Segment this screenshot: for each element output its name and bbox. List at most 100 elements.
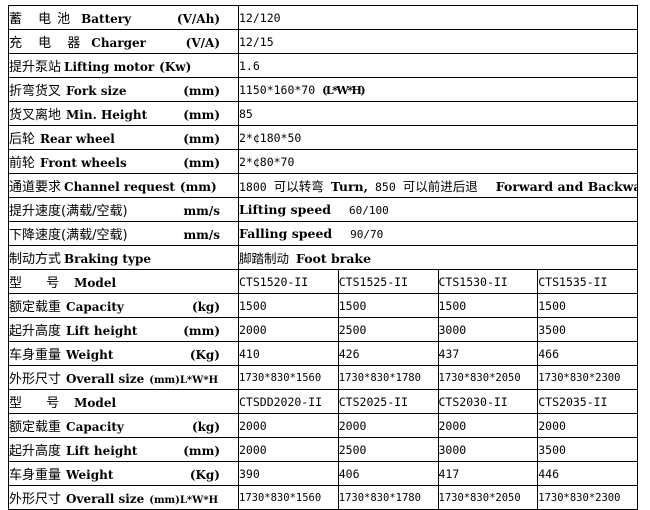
table-row: 货叉离地 Min. Height (mm) 85 xyxy=(8,101,638,126)
table-row: 额定载重 Capacity (kg) 1500 1500 1500 1500 xyxy=(8,293,638,318)
lifting-speed-label: Lifting speed xyxy=(239,202,332,217)
table-row: 提升速度(满载/空载) mm/s Lifting speed 60/100 xyxy=(8,197,638,222)
row-value-fork-size: 1150*160*70 (L*W*H) xyxy=(238,77,638,102)
label-en: Fork size xyxy=(66,84,127,98)
label-en: Overall size xyxy=(66,492,145,506)
row-label-fork-size: 折弯货叉 Fork size (mm) xyxy=(8,77,239,102)
label-unit: (Kg) xyxy=(189,348,220,362)
channel-num-2: 850 xyxy=(375,180,396,194)
table-row: 车身重量 Weight (Kg) 410 426 437 466 xyxy=(8,341,638,366)
lift-height-cell: 3500 xyxy=(537,437,638,462)
label-cn: 外形尺寸 xyxy=(9,372,62,387)
table-row: 提升泵站 Lifting motor (Kw) 1.6 xyxy=(8,53,638,78)
label-unit: (mm) xyxy=(183,132,220,146)
channel-num-1: 1800 xyxy=(239,180,267,194)
table-row: 前轮 Front wheels (mm) 2*¢80*70 xyxy=(8,149,638,174)
label-cn: 下降速度(满载/空载) xyxy=(9,228,128,243)
model-cell: CTS2025-II xyxy=(337,389,439,414)
lift-height-cell: 2500 xyxy=(337,437,439,462)
table-row: 后轮 Rear wheel (mm) 2*¢180*50 xyxy=(8,125,638,150)
overall-size-cell: 1730*830*1780 xyxy=(337,485,439,510)
channel-en-2: Forward and Backward xyxy=(495,179,637,194)
label-cn: 车身重量 xyxy=(9,468,62,483)
label-cn: 额定载重 xyxy=(9,420,62,435)
label-cn: 折弯货叉 xyxy=(9,84,62,99)
label-en: Capacity xyxy=(66,300,124,314)
label-en: Model xyxy=(74,276,117,290)
capacity-cell: 2000 xyxy=(437,413,539,438)
label-unit: (kg) xyxy=(191,300,220,314)
table-row: 下降速度(满载/空载) mm/s Falling speed 90/70 xyxy=(8,221,638,246)
row-label-rear-wheel: 后轮 Rear wheel (mm) xyxy=(8,125,239,150)
label-en: Braking type xyxy=(64,252,151,266)
row-label-lifting-speed: 提升速度(满载/空载) mm/s xyxy=(8,197,239,222)
label-en: Min. Height xyxy=(66,108,148,122)
table-row: 外形尺寸 Overall size (mm)L*W*H 1730*830*156… xyxy=(8,485,638,510)
weight-cell: 417 xyxy=(437,461,539,486)
fork-size-value: 1150*160*70 xyxy=(239,82,316,97)
overall-size-cell: 1730*830*2300 xyxy=(537,485,638,510)
label-cn: 额定载重 xyxy=(9,300,62,315)
label-unit: (mm) xyxy=(183,444,220,458)
label-cn: 提升速度(满载/空载) xyxy=(9,204,128,219)
table-row: 型 号 Model CTS1520-II CTS1525-II CTS1530-… xyxy=(8,269,638,294)
row-label-channel-request: 通道要求 Channel request (mm) xyxy=(8,173,239,198)
label-cn: 蓄 电池 xyxy=(9,12,77,27)
label-cn: 外形尺寸 xyxy=(9,492,62,507)
label-unit: (V/A) xyxy=(185,36,220,50)
weight-cell: 446 xyxy=(537,461,638,486)
row-value-falling-speed: Falling speed 90/70 xyxy=(238,221,638,246)
label-cn: 型 号 xyxy=(9,276,70,291)
model-cell: CTS1520-II xyxy=(238,269,339,294)
row-label-model-1: 型 号 Model xyxy=(8,269,239,294)
capacity-cell: 1500 xyxy=(238,293,339,318)
label-en: Front wheels xyxy=(40,156,127,170)
falling-speed-value: 90/70 xyxy=(350,228,384,241)
row-label-min-height: 货叉离地 Min. Height (mm) xyxy=(8,101,239,126)
model-cell: CTSDD2020-II xyxy=(238,389,339,414)
capacity-cell: 1500 xyxy=(537,293,638,318)
table-row: 额定载重 Capacity (kg) 2000 2000 2000 2000 xyxy=(8,413,638,438)
capacity-cell: 1500 xyxy=(437,293,539,318)
weight-cell: 410 xyxy=(238,341,339,366)
label-cn: 起升高度 xyxy=(9,444,62,459)
row-label-overall-size-2: 外形尺寸 Overall size (mm)L*W*H xyxy=(8,485,239,510)
lift-height-cell: 3000 xyxy=(437,317,539,342)
specification-sheet: 蓄 电池 Battery (V/Ah) 12/120 充 电 器 Charger… xyxy=(8,5,638,510)
fork-size-lwh: (L*W*H) xyxy=(322,83,365,97)
lift-height-cell: 3500 xyxy=(537,317,638,342)
label-unit: mm/s xyxy=(183,204,220,218)
table-row: 起升高度 Lift height (mm) 2000 2500 3000 350… xyxy=(8,437,638,462)
lift-height-cell: 2500 xyxy=(337,317,439,342)
label-unit: (mm) xyxy=(183,84,220,98)
lift-height-cell: 3000 xyxy=(437,437,539,462)
model-cell: CTS1530-II xyxy=(437,269,539,294)
row-value-lifting-motor: 1.6 xyxy=(238,53,638,78)
overall-size-cell: 1730*830*2300 xyxy=(537,365,638,390)
braking-type-en: Foot brake xyxy=(296,251,372,266)
lift-height-cell: 2000 xyxy=(238,437,339,462)
label-en: Capacity xyxy=(66,420,124,434)
label-cn: 前轮 xyxy=(9,156,36,171)
table-row: 通道要求 Channel request (mm) 1800 可以转弯 Turn, 8… xyxy=(8,173,638,198)
row-value-rear-wheel: 2*¢180*50 xyxy=(238,125,638,150)
row-label-braking-type: 制动方式 Braking type xyxy=(8,245,239,270)
row-value-channel-request: 1800 可以转弯 Turn, 850 可以前进后退 Forward and Backwa… xyxy=(238,173,638,198)
weight-cell: 437 xyxy=(437,341,539,366)
label-unit: (mm)L*W*H xyxy=(149,375,219,386)
label-en: Rear wheel xyxy=(40,132,115,146)
label-en: Weight xyxy=(66,348,114,362)
table-body: 蓄 电池 Battery (V/Ah) 12/120 充 电 器 Charger… xyxy=(8,5,638,510)
row-label-model-2: 型 号 Model xyxy=(8,389,239,414)
braking-type-cn: 脚踏制动 xyxy=(239,251,290,266)
channel-cn-1: 可以转弯 xyxy=(273,179,324,194)
label-en: Lift height xyxy=(66,444,138,458)
label-en: Lifting motor xyxy=(64,60,155,74)
row-value-charger: 12/15 xyxy=(238,29,638,54)
label-cn: 通道要求 xyxy=(9,180,62,195)
overall-size-cell: 1730*830*1780 xyxy=(337,365,439,390)
row-label-falling-speed: 下降速度(满载/空载) mm/s xyxy=(8,221,239,246)
label-en: Channel request xyxy=(64,180,175,194)
label-unit: (mm) xyxy=(183,324,220,338)
row-label-overall-size-1: 外形尺寸 Overall size (mm)L*W*H xyxy=(8,365,239,390)
